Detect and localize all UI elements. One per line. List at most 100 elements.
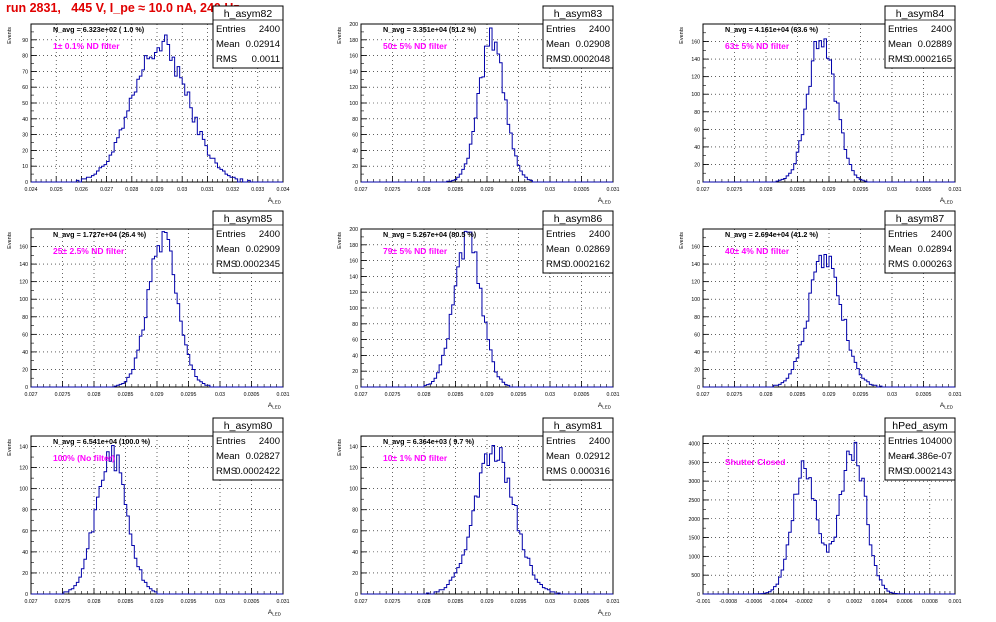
histogram-panel-h_asym81: 0.027 0.0275 0.028 0.0285 0.029 0.0295 0.03 0.0… xyxy=(337,417,620,617)
x-tick-label: 0.027 xyxy=(355,187,368,193)
x-tick-label: 0.027 xyxy=(697,392,710,398)
stat-value-entries: 2400 xyxy=(259,436,280,447)
y-tick-label: 60 xyxy=(352,133,358,139)
x-tick-label: 0.027 xyxy=(25,599,38,605)
stat-label-entries: Entries xyxy=(888,229,918,240)
x-tick-label: 0.0004 xyxy=(871,599,887,605)
stats-box-frame xyxy=(542,417,614,481)
y-tick-label: 160 xyxy=(691,245,700,251)
stat-value-entries: 2400 xyxy=(931,229,952,240)
x-tick-label: 0.0295 xyxy=(511,599,527,605)
navg-note: N_avg = 2.694e+04 (41.2 %) xyxy=(725,230,819,239)
y-tick-label: 0 xyxy=(25,592,28,598)
y-axis-label: Events xyxy=(679,27,685,44)
navg-note: N_avg = 6.541e+04 (100.0 %) xyxy=(53,437,151,446)
stat-label-mean: Mean xyxy=(216,244,240,255)
stats-box-frame xyxy=(884,5,956,69)
y-tick-label: 80 xyxy=(694,110,700,116)
y-tick-label: 40 xyxy=(22,117,28,123)
histogram-name: h_asym86 xyxy=(554,213,603,225)
x-tick-label: 0.027 xyxy=(355,392,368,398)
y-tick-label: 160 xyxy=(349,54,358,60)
x-tick-label: 0.0305 xyxy=(244,599,260,605)
x-tick-label: 0.03 xyxy=(887,392,897,398)
y-tick-label: 80 xyxy=(694,315,700,321)
navg-note: N_avg = 3.351e+04 (51.2 %) xyxy=(383,25,477,34)
x-tick-label: 0.025 xyxy=(50,187,63,193)
stat-label-rms: RMS xyxy=(546,259,567,270)
y-tick-label: 80 xyxy=(22,315,28,321)
y-tick-label: 4000 xyxy=(688,442,700,448)
histogram-panel-h_asym83: 0.027 0.0275 0.028 0.0285 0.029 0.0295 0.03 0.0… xyxy=(337,5,620,205)
x-tick-label: 0.024 xyxy=(25,187,38,193)
stat-label-rms: RMS xyxy=(216,466,237,477)
histogram-name: h_asym82 xyxy=(224,8,273,20)
y-tick-label: 200 xyxy=(349,227,358,233)
histogram-name: h_asym83 xyxy=(554,8,603,20)
y-tick-label: 60 xyxy=(22,85,28,91)
x-tick-label: 0.0285 xyxy=(448,599,464,605)
y-axis-label: Events xyxy=(679,232,685,249)
x-tick-label: 0.028 xyxy=(125,187,138,193)
y-tick-label: 20 xyxy=(22,571,28,577)
x-tick-label: 0.0305 xyxy=(916,187,932,193)
stats-box-frame xyxy=(212,417,284,481)
x-tick-label: 0.0275 xyxy=(385,599,401,605)
y-tick-label: 100 xyxy=(691,297,700,303)
stat-value-mean: 0.02912 xyxy=(576,451,610,462)
y-tick-label: 80 xyxy=(352,117,358,123)
x-tick-label: 0.032 xyxy=(226,187,239,193)
stat-value-mean: 0.02908 xyxy=(576,39,610,50)
filter-label: 50± 5% ND filter xyxy=(383,41,448,51)
navg-note: N_avg = 6.364e+03 ( 9.7 %) xyxy=(383,437,475,446)
x-tick-label: 0.03 xyxy=(177,187,187,193)
x-tick-label: -0.001 xyxy=(696,599,711,605)
stats-box: h_asym84 Entries 2400 Mean 0.02889 RMS0.00021… xyxy=(884,5,956,69)
y-tick-label: 40 xyxy=(352,550,358,556)
y-tick-label: 90 xyxy=(22,38,28,44)
x-axis-label: ALED xyxy=(268,197,282,205)
histogram-name: h_asym84 xyxy=(896,8,945,20)
y-tick-label: 20 xyxy=(352,164,358,170)
x-axis-label: ALED xyxy=(940,197,954,205)
y-tick-label: 100 xyxy=(349,487,358,493)
x-tick-label: 0 xyxy=(828,599,831,605)
x-tick-label: 0.034 xyxy=(277,187,290,193)
x-tick-label: -0.0004 xyxy=(770,599,788,605)
stat-label-rms: RMS xyxy=(216,54,237,65)
y-axis-label: Events xyxy=(7,232,13,249)
y-tick-label: 140 xyxy=(19,262,28,268)
x-axis-label: ALED xyxy=(940,402,954,410)
histogram-line xyxy=(31,444,283,595)
y-tick-label: 40 xyxy=(694,145,700,151)
x-tick-label: 0.0295 xyxy=(511,392,527,398)
stat-value-rms: 0.0002345 xyxy=(235,259,280,270)
x-tick-label: 0.0002 xyxy=(846,599,862,605)
x-tick-label: 0.0275 xyxy=(727,392,743,398)
x-tick-label: 0.031 xyxy=(277,392,290,398)
histogram-name: h_asym81 xyxy=(554,420,603,432)
stat-value-entries: 2400 xyxy=(259,229,280,240)
x-axis-label: ALED xyxy=(268,609,282,617)
filter-label: Shutter Closed xyxy=(725,457,785,467)
x-tick-label: 0.03 xyxy=(887,187,897,193)
x-tick-label: 0.027 xyxy=(100,187,113,193)
stats-box-frame xyxy=(542,5,614,69)
stat-label-mean: Mean xyxy=(888,39,912,50)
y-tick-label: 120 xyxy=(691,75,700,81)
x-axis-label: ALED xyxy=(598,197,612,205)
histogram-line xyxy=(31,231,283,388)
y-axis-label: Events xyxy=(7,27,13,44)
stats-box-frame xyxy=(212,210,284,274)
x-tick-label: 0.001 xyxy=(949,599,962,605)
y-tick-label: 2000 xyxy=(688,517,700,523)
stats-box: h_asym80 Entries 2400 Mean 0.02827 RMS0.00024… xyxy=(212,417,284,481)
filter-label: 63± 5% ND filter xyxy=(725,41,790,51)
stat-label-rms: RMS xyxy=(888,466,909,477)
x-tick-label: -0.0002 xyxy=(795,599,813,605)
stat-value-mean: 0.02889 xyxy=(918,39,952,50)
histogram-line xyxy=(31,34,283,183)
y-tick-label: 160 xyxy=(349,259,358,265)
y-tick-label: 60 xyxy=(694,127,700,133)
x-tick-label: -0.0006 xyxy=(745,599,763,605)
